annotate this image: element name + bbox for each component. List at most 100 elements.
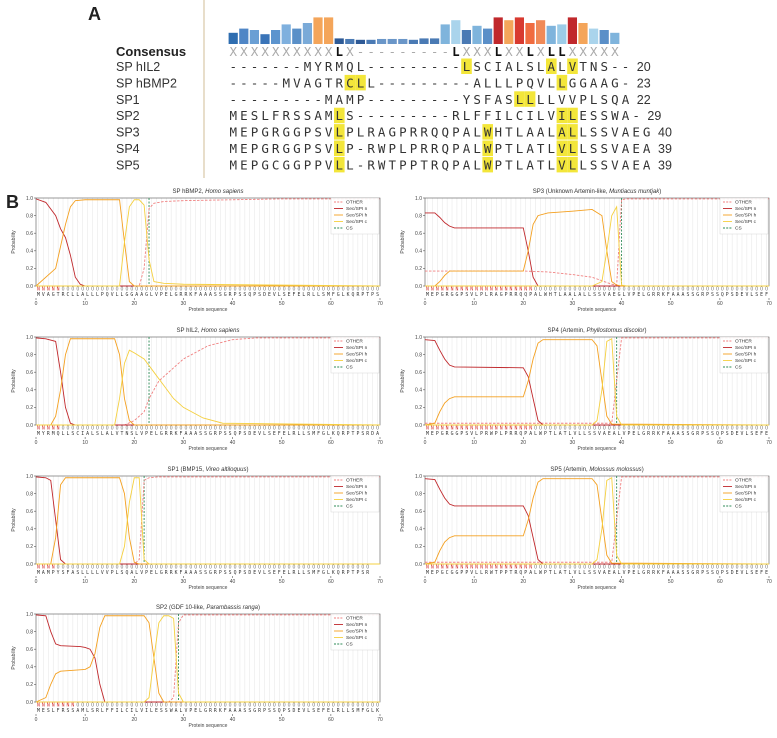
residue-letter: E	[431, 431, 434, 437]
region-label: O	[322, 565, 325, 571]
x-tick-label: 10	[82, 717, 88, 723]
residue-letter: L	[96, 570, 99, 576]
row-char: C	[346, 75, 354, 90]
x-tick-label: 40	[619, 301, 625, 307]
row-char: Q	[346, 59, 354, 74]
row-char: R	[420, 141, 428, 156]
residue-letter: L	[371, 708, 374, 714]
residue-letter: L	[150, 708, 153, 714]
row-char: S	[526, 59, 534, 74]
series-sec-spi-h	[424, 339, 770, 426]
row-char: -	[230, 75, 238, 90]
region-label: N	[510, 426, 513, 432]
consensus-char: -	[389, 44, 397, 59]
row-char: L	[516, 125, 524, 140]
row-char: A	[505, 59, 513, 74]
series-other	[425, 337, 769, 424]
residue-letter: H	[549, 292, 552, 298]
region-label: O	[278, 287, 281, 293]
residue-letter: T	[366, 292, 369, 298]
residue-letter: F	[180, 431, 183, 437]
residue-letter: P	[706, 292, 709, 298]
y-axis-label: Probability	[400, 369, 406, 393]
highlight-box	[334, 156, 345, 173]
residue-letter: G	[451, 292, 454, 298]
y-tick-label: 1.0	[415, 196, 422, 202]
legend-label: Sec/SPI h	[346, 352, 368, 358]
panel-b-label: B	[6, 192, 19, 212]
region-label: O	[302, 565, 305, 571]
plot-sp4: SP4 (Artemin, Phyllostomus discolor) 0.0 0…	[395, 323, 777, 451]
residue-letter: S	[711, 570, 714, 576]
region-label: O	[677, 426, 680, 432]
row-char: P	[304, 141, 312, 156]
residue-letter: V	[573, 431, 576, 437]
region-label: O	[243, 426, 246, 432]
residue-letter: R	[96, 708, 99, 714]
row-char: L	[336, 141, 344, 156]
consensus-char: X	[304, 44, 312, 59]
residue-letter: S	[62, 570, 65, 576]
chart-title: SP5 (Artemin, Molossus molossus)	[550, 467, 643, 473]
region-label: N	[470, 287, 473, 293]
legend-label: CS	[735, 365, 742, 371]
region-label: O	[101, 426, 104, 432]
row-char: L	[537, 108, 545, 123]
residue-letter: Q	[278, 708, 281, 714]
residue-letter: R	[647, 570, 650, 576]
region-label: O	[184, 565, 187, 571]
residue-letter: L	[297, 431, 300, 437]
region-label: O	[573, 426, 576, 432]
residue-letter: S	[726, 570, 729, 576]
highlight-box	[334, 140, 345, 156]
residue-letter: L	[135, 570, 138, 576]
residue-letter: R	[342, 570, 345, 576]
row-char: T	[325, 75, 333, 90]
region-label: O	[573, 287, 576, 293]
residue-letter: L	[86, 292, 89, 298]
region-label: O	[307, 287, 310, 293]
residue-letter: R	[647, 431, 650, 437]
residue-letter: G	[337, 292, 340, 298]
region-label: O	[263, 565, 266, 571]
region-label: N	[510, 565, 513, 571]
series-sec-spi-h	[35, 615, 380, 703]
row-char: A	[304, 75, 312, 90]
residue-letter: S	[726, 431, 729, 437]
consensus-char: X	[484, 44, 492, 59]
region-label: O	[238, 703, 241, 709]
region-label: O	[652, 565, 655, 571]
row-char: -	[367, 92, 375, 107]
consensus-char: -	[420, 44, 428, 59]
region-label: O	[317, 426, 320, 432]
residue-letter: P	[347, 431, 350, 437]
row-char: L	[579, 125, 587, 140]
region-label: O	[361, 703, 364, 709]
residue-letter: S	[243, 570, 246, 576]
row-char: L	[548, 141, 556, 156]
row-char: -	[378, 75, 386, 90]
row-char: P	[516, 75, 524, 90]
residue-letter: S	[352, 708, 355, 714]
x-tick-label: 10	[471, 440, 477, 446]
residue-letter: L	[573, 292, 576, 298]
residue-letter: S	[465, 292, 468, 298]
residue-letter: S	[593, 570, 596, 576]
region-label: O	[583, 426, 586, 432]
residue-letter: D	[248, 570, 251, 576]
residue-letter: E	[741, 292, 744, 298]
region-label: N	[505, 287, 508, 293]
region-label: O	[165, 703, 168, 709]
residue-letter: S	[361, 431, 364, 437]
region-label: N	[475, 565, 478, 571]
logo-bar	[377, 38, 387, 44]
series-sec-spi-c	[425, 338, 769, 426]
residue-letter: A	[189, 431, 192, 437]
row-char: L	[336, 125, 344, 140]
plot-sp1: SP1 (BMP15, Vireo altiloquus) 0.0 0.2 0.4 0.…	[6, 462, 388, 590]
residue-letter: R	[47, 431, 50, 437]
region-label: O	[66, 287, 69, 293]
residue-letter: G	[52, 292, 55, 298]
row-char: A	[643, 141, 651, 156]
residue-letter: R	[701, 292, 704, 298]
